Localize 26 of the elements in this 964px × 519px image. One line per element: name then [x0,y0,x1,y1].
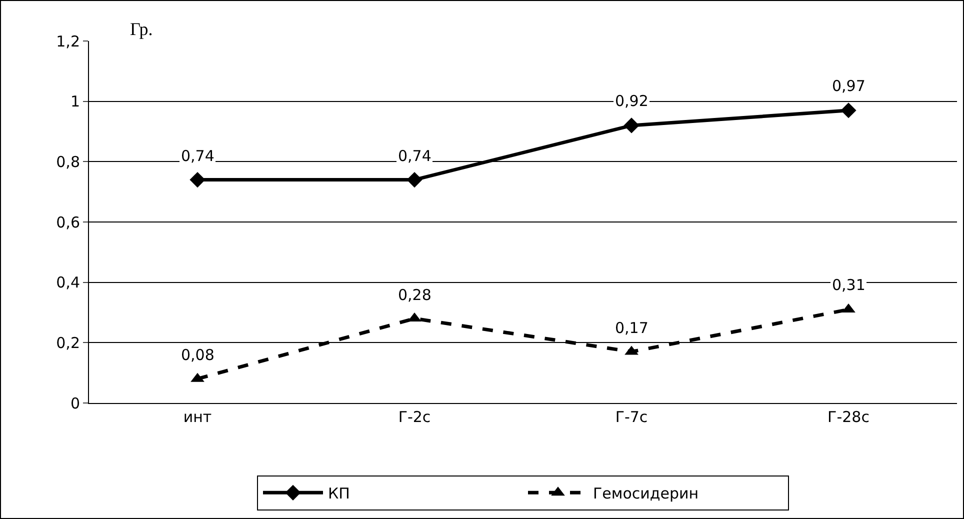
y-tick-label: 0,4 [56,274,80,292]
legend-label: КП [328,484,350,502]
x-tick-label: Г-7с [615,408,648,426]
point [624,118,640,134]
point [840,102,856,118]
data-label: 0,28 [398,286,432,304]
point [406,172,422,188]
legend-label: Гемосидерин [593,484,699,502]
data-label: 0,74 [181,147,214,165]
data-label: 0,17 [615,319,648,337]
x-tick-label: Г-2с [398,408,431,426]
data-label: 0,97 [832,77,866,95]
data-label: 0,31 [832,276,866,294]
data-label: 0,92 [615,92,648,110]
y-tick-label: 0,2 [56,334,80,352]
y-tick-label: 1 [70,92,80,111]
point [190,172,206,188]
x-tick-label: инт [183,408,212,426]
y-tick-label: 0 [70,394,80,412]
y-axis-title: Гр. [130,19,153,39]
data-label: 0,74 [398,147,432,165]
data-label: 0,08 [181,346,214,364]
y-tick-label: 0,6 [56,213,80,232]
y-tick-label: 1,2 [56,32,80,50]
x-tick-label: Г-28с [828,408,870,426]
y-tick-label: 0,8 [56,152,80,171]
